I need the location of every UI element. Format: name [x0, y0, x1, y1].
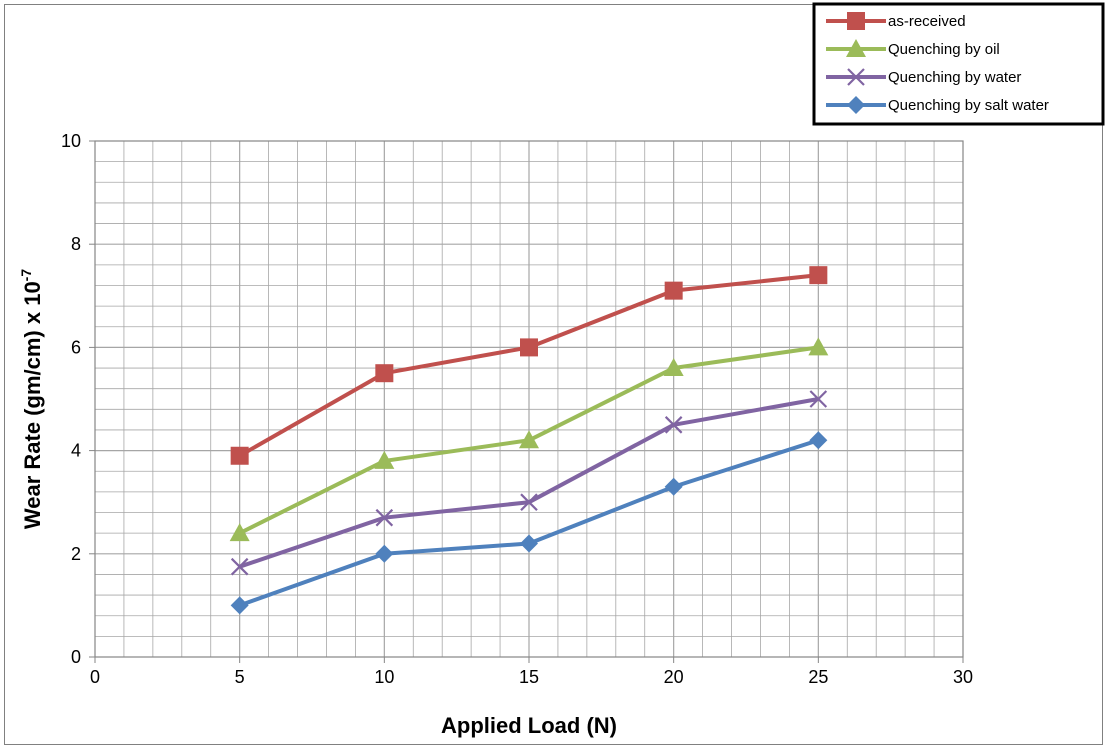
data-point	[664, 477, 683, 496]
series-as-received	[230, 266, 828, 465]
y-axis-title-exponent: -7	[18, 269, 34, 282]
x-tick-label: 15	[519, 667, 539, 687]
y-tick-label: 10	[61, 131, 81, 151]
data-point	[374, 450, 395, 469]
chart-area	[4, 4, 1103, 745]
data-point	[229, 523, 250, 542]
data-point	[520, 534, 538, 553]
data-point	[809, 266, 828, 285]
legend: as-received Quenching by oil Quenching by …	[812, 2, 1105, 126]
x-tick-label: 20	[664, 667, 684, 687]
data-point	[809, 390, 828, 408]
data-point	[663, 358, 684, 377]
x-tick-label: 10	[374, 667, 394, 687]
series-quenching-by-oil	[229, 337, 829, 542]
data-point	[664, 281, 683, 300]
y-tick-label: 4	[71, 441, 81, 461]
data-point	[375, 544, 394, 563]
y-tick-label: 0	[71, 647, 81, 667]
data-point	[375, 508, 394, 527]
data-point	[808, 337, 829, 356]
legend-entry: as-received	[826, 12, 966, 30]
legend-label: Quenching by oil	[888, 41, 1000, 58]
data-point	[230, 557, 249, 576]
y-axis-title-main: Wear Rate (gm/cm) x 10	[20, 281, 45, 529]
x-tick-label: 5	[235, 667, 245, 687]
data-point	[664, 416, 683, 434]
tick-labels: 0 5 10 15 20 25 30 0 2 4 6 8 10	[61, 131, 973, 687]
legend-label: as-received	[888, 13, 966, 30]
series-quenching-by-water	[230, 390, 828, 576]
legend-entry: Quenching by salt water	[826, 96, 1049, 114]
data-point	[520, 493, 538, 511]
legend-swatch-marker	[847, 96, 865, 114]
x-tick-label: 0	[90, 667, 100, 687]
data-point	[230, 446, 249, 465]
grid	[95, 141, 963, 657]
legend-entry: Quenching by oil	[826, 39, 1000, 58]
legend-swatch-marker	[846, 39, 866, 57]
data-point	[375, 364, 394, 383]
legend-label: Quenching by water	[888, 69, 1021, 86]
series-lines	[229, 266, 829, 615]
legend-label: Quenching by salt water	[888, 97, 1049, 114]
x-tick-label: 25	[808, 667, 828, 687]
data-point	[519, 430, 539, 449]
legend-entry: Quenching by water	[826, 68, 1021, 86]
x-axis-title: Applied Load (N)	[441, 713, 617, 738]
y-tick-label: 8	[71, 234, 81, 254]
legend-swatch-marker	[847, 12, 865, 30]
axes	[89, 140, 964, 663]
x-tick-label: 30	[953, 667, 973, 687]
data-point	[520, 338, 538, 357]
data-point	[230, 596, 249, 615]
data-point	[809, 431, 828, 450]
y-tick-label: 6	[71, 337, 81, 357]
legend-swatch-marker	[847, 68, 865, 86]
y-tick-label: 2	[71, 544, 81, 564]
y-axis-title: Wear Rate (gm/cm) x 10-7	[18, 269, 45, 529]
series-quenching-by-salt-water	[230, 431, 828, 615]
